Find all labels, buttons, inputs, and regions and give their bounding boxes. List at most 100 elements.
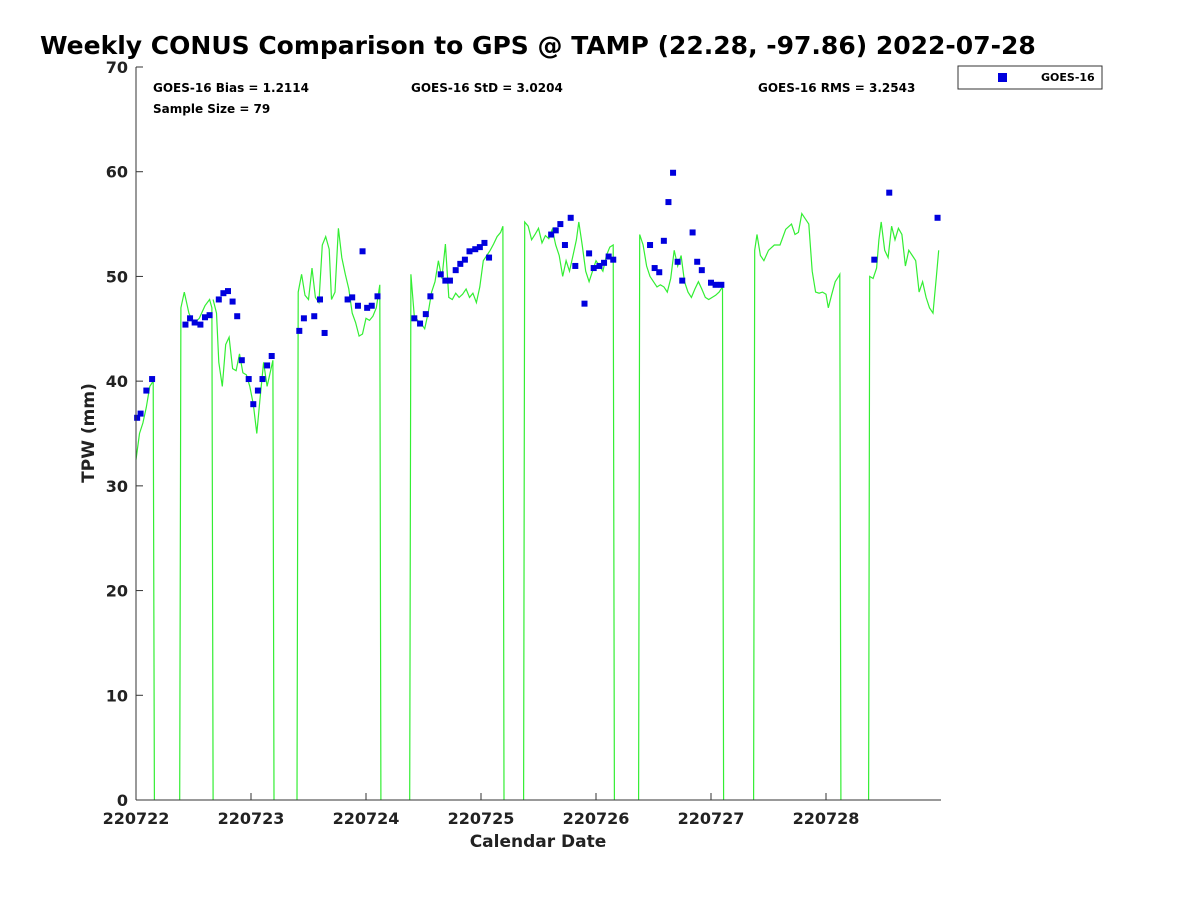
goes-point [886, 189, 893, 196]
gps-line-segment [296, 228, 382, 801]
x-tick-label: 220723 [218, 809, 285, 828]
goes-point [689, 229, 696, 236]
rms-stat: GOES-16 RMS = 3.2543 [758, 81, 915, 95]
goes-point [605, 253, 612, 260]
goes-point [143, 387, 150, 394]
goes-point [344, 296, 351, 303]
goes-point [259, 376, 266, 383]
goes-point [698, 267, 705, 274]
goes-point [457, 260, 464, 267]
goes-point [250, 401, 257, 408]
goes-point [442, 277, 449, 284]
y-tick-label: 50 [106, 267, 128, 286]
sample-size-stat: Sample Size = 79 [153, 102, 270, 116]
goes-point [437, 271, 444, 278]
gps-line-segment [752, 212, 842, 801]
x-tick-label: 220728 [793, 809, 860, 828]
goes-point [359, 248, 366, 255]
goes-point [481, 239, 488, 246]
goes-point [486, 254, 493, 261]
goes-point [446, 277, 453, 284]
goes-point [296, 327, 303, 334]
goes-point [137, 410, 144, 417]
goes-point [417, 320, 424, 327]
legend: GOES-16 [957, 65, 1103, 90]
goes-point [268, 353, 275, 360]
goes-point [601, 259, 608, 266]
goes-point [712, 281, 719, 288]
y-tick-label: 40 [106, 372, 128, 391]
goes-point [647, 242, 654, 249]
goes-point [567, 214, 574, 221]
goes-point [427, 293, 434, 300]
goes-point [349, 294, 356, 301]
goes-point [581, 300, 588, 307]
x-tick-label: 220726 [563, 809, 630, 828]
goes-point [561, 242, 568, 249]
goes-point [452, 267, 459, 274]
legend-marker [998, 73, 1007, 82]
y-tick-label: 30 [106, 477, 128, 496]
y-tick-label: 20 [106, 582, 128, 601]
y-tick-label: 10 [106, 686, 128, 705]
gps-line-segment [212, 299, 275, 801]
goes-point [354, 302, 361, 309]
goes-point [254, 387, 261, 394]
goes-point [264, 362, 271, 369]
goes-point [202, 314, 208, 321]
goes-point [225, 288, 231, 295]
goes-point [472, 246, 479, 253]
goes-point [368, 302, 375, 309]
goes-point [422, 311, 429, 318]
x-tick-label: 220724 [333, 809, 400, 828]
goes-point [220, 290, 227, 297]
y-axis-label: TPW (mm) [79, 383, 99, 483]
gps-line-segment [637, 234, 725, 801]
gps-line-segment [867, 221, 940, 801]
goes-point [206, 312, 213, 319]
goes-point [557, 221, 564, 228]
goes-point [311, 313, 318, 320]
goes-point [670, 169, 677, 176]
legend-label: GOES-16 [1041, 71, 1095, 84]
goes-point [300, 315, 307, 322]
goes-point [374, 293, 381, 300]
goes-point [708, 279, 714, 286]
goes-point [656, 269, 663, 276]
y-tick-label: 70 [106, 58, 128, 77]
y-tick-label: 60 [106, 163, 128, 182]
goes-point [552, 227, 559, 234]
goes-point [934, 214, 941, 221]
goes-point [466, 248, 473, 255]
goes-point [149, 376, 156, 383]
chart-title: Weekly CONUS Comparison to GPS @ TAMP (2… [40, 31, 1036, 60]
x-tick-label: 220727 [678, 809, 745, 828]
goes-point [317, 296, 323, 303]
goes-point [548, 231, 555, 238]
goes-point [238, 357, 245, 364]
goes-point [191, 319, 198, 326]
y-tick-label: 0 [117, 791, 128, 810]
gps-line-segment [409, 225, 505, 801]
goes-point [245, 376, 252, 383]
x-tick-label: 220722 [103, 809, 170, 828]
x-ticks: 220722 220723 220724 220725 220726 220727 2207… [103, 793, 860, 828]
goes-point [674, 258, 681, 265]
goes-point [660, 237, 667, 244]
y-ticks: 0 10 20 30 40 50 60 70 [106, 58, 143, 810]
goes-point [187, 315, 194, 322]
goes-point [234, 313, 241, 320]
legend-box [957, 65, 1103, 90]
plot-area [136, 67, 941, 800]
goes-point [461, 256, 468, 263]
goes-point [197, 321, 204, 328]
goes-point [871, 256, 878, 263]
goes-point [718, 281, 725, 288]
goes-point [610, 256, 617, 263]
bias-stat: GOES-16 Bias = 1.2114 [153, 81, 309, 95]
goes-point [596, 262, 603, 269]
goes-point [679, 277, 686, 284]
goes-point [182, 321, 189, 328]
goes-point [134, 414, 141, 421]
